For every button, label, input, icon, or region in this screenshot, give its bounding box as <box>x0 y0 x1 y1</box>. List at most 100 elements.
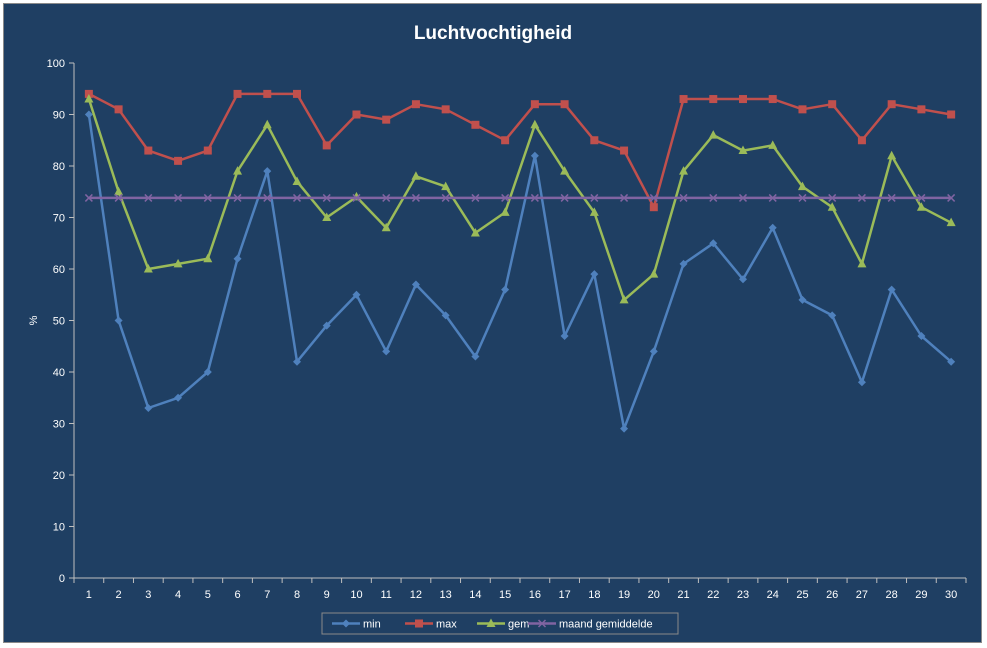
series-line-min <box>87 114 952 430</box>
data-point-gem <box>470 227 480 237</box>
legend: min max gem maand gemiddelde <box>321 612 679 635</box>
data-point-max <box>947 110 956 119</box>
x-tick-label: 21 <box>677 589 689 601</box>
x-tick-label: 25 <box>796 589 808 601</box>
x-tick-label: 4 <box>175 589 181 601</box>
legend-label: maand gemiddelde <box>559 619 653 631</box>
y-tick-label: 10 <box>53 522 65 534</box>
series-layer <box>84 89 956 433</box>
data-point-min <box>114 316 123 325</box>
data-point-maand-gemiddelde <box>501 193 510 202</box>
data-point-max <box>203 146 212 155</box>
data-point-gem <box>143 264 153 273</box>
data-point-maand-gemiddelde <box>590 193 599 202</box>
data-point-maand-gemiddelde <box>620 193 629 202</box>
series-min <box>84 110 956 433</box>
data-point-max <box>174 156 183 165</box>
x-tick-label: 1 <box>86 589 92 601</box>
data-point-gem <box>857 258 867 268</box>
data-point-maand-gemiddelde <box>471 193 480 202</box>
data-point-min <box>203 368 212 376</box>
data-point-min <box>649 347 658 356</box>
data-point-max <box>263 89 272 98</box>
data-point-min <box>411 280 420 289</box>
data-point-maand-gemiddelde <box>709 193 718 202</box>
legend-item-maand-gemiddelde: maand gemiddelde <box>528 619 653 631</box>
data-point-gem <box>797 181 807 191</box>
data-point-maand-gemiddelde <box>292 193 302 202</box>
data-point-maand-gemiddelde <box>917 193 926 202</box>
data-point-max <box>917 105 926 114</box>
data-point-max <box>382 115 391 124</box>
x-tick-label: 9 <box>324 589 330 601</box>
data-point-max <box>768 95 777 104</box>
legend-swatch-marker <box>486 618 496 627</box>
y-tick-label: 100 <box>47 58 65 70</box>
data-point-gem <box>589 207 599 216</box>
data-point-max <box>441 105 450 114</box>
y-tick-label: 80 <box>53 161 65 173</box>
data-point-min <box>620 424 629 433</box>
x-tick-label: 17 <box>558 589 570 601</box>
data-point-min <box>590 270 599 279</box>
legend-swatch-marker <box>342 619 350 628</box>
data-point-maand-gemiddelde <box>828 193 837 202</box>
series-max <box>84 89 956 212</box>
data-point-gem <box>679 166 689 175</box>
x-tick-label: 28 <box>886 589 898 601</box>
data-point-maand-gemiddelde <box>263 193 272 202</box>
legend-item-min: min <box>332 619 381 631</box>
data-point-max <box>649 203 658 212</box>
x-tick-label: 7 <box>264 589 270 601</box>
data-point-maand-gemiddelde <box>947 193 956 202</box>
data-point-maand-gemiddelde <box>352 193 361 202</box>
data-point-max <box>233 89 242 98</box>
legend-item-gem: gem <box>477 618 529 631</box>
data-point-min <box>382 347 391 356</box>
x-tick-label: 26 <box>826 589 838 601</box>
legend-swatch-marker <box>537 619 547 628</box>
y-axis-title: % <box>28 315 40 325</box>
y-axis-ticks: 0 10 20 30 40 50 60 70 80 90 100 <box>47 58 74 585</box>
data-point-min <box>352 290 361 299</box>
series-line-max <box>88 92 952 209</box>
data-point-max <box>857 136 866 145</box>
line-chart: Luchtvochtigheid % 0 10 20 30 40 50 60 70 80 90 10… <box>28 23 967 635</box>
data-point-max <box>679 95 688 104</box>
data-point-max <box>322 141 331 150</box>
y-tick-label: 0 <box>59 573 65 585</box>
data-point-gem <box>827 202 837 211</box>
legend-label: max <box>436 619 457 631</box>
x-tick-label: 15 <box>499 589 511 601</box>
legend-label: gem <box>508 619 529 631</box>
data-point-min <box>441 311 450 320</box>
data-point-min <box>857 378 866 387</box>
x-tick-label: 2 <box>116 589 122 601</box>
data-point-gem <box>173 258 183 268</box>
data-point-gem <box>322 212 332 221</box>
axes <box>73 63 966 579</box>
data-point-max <box>114 105 123 114</box>
data-point-max <box>739 95 747 104</box>
x-tick-label: 11 <box>380 589 391 601</box>
data-point-maand-gemiddelde <box>84 193 93 202</box>
x-tick-label: 18 <box>588 589 600 601</box>
data-point-maand-gemiddelde <box>738 193 748 202</box>
data-point-max <box>144 146 153 155</box>
data-point-max <box>352 110 361 119</box>
data-point-min <box>560 331 569 340</box>
data-point-gem <box>738 145 748 155</box>
data-point-gem <box>560 166 570 175</box>
data-point-gem <box>708 130 718 139</box>
data-point-gem <box>292 176 302 185</box>
data-point-max <box>530 100 539 109</box>
data-point-min <box>917 331 926 340</box>
data-point-maand-gemiddelde <box>322 193 331 202</box>
x-tick-label: 22 <box>707 589 719 601</box>
chart-title: Luchtvochtigheid <box>414 23 572 44</box>
data-point-maand-gemiddelde <box>530 193 539 202</box>
x-tick-label: 8 <box>294 589 300 601</box>
data-point-maand-gemiddelde <box>768 193 777 202</box>
data-point-min <box>828 311 837 320</box>
data-point-maand-gemiddelde <box>798 193 807 202</box>
